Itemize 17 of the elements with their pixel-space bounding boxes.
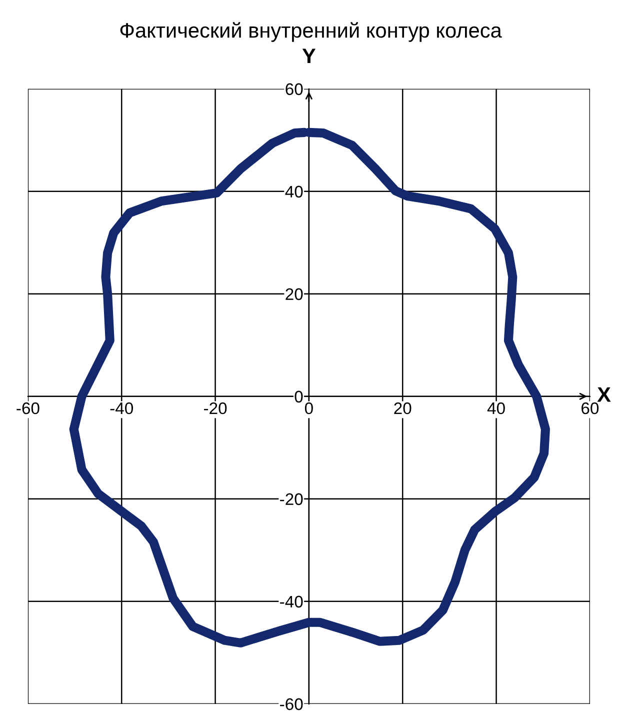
x-axis-title: X <box>597 387 611 402</box>
x-tick-label: -40 <box>110 402 134 414</box>
x-tick-label: 0 <box>304 402 313 414</box>
x-tick-label: -20 <box>204 402 227 414</box>
x-tick-label: 20 <box>394 402 412 414</box>
x-tick-label: 60 <box>582 402 599 414</box>
x-tick-label: -60 <box>16 402 40 414</box>
x-tick-label: 40 <box>487 402 505 414</box>
y-tick-label: 0 <box>294 390 303 403</box>
y-tick-label: -60 <box>280 698 303 710</box>
y-tick-label: -40 <box>280 596 303 608</box>
y-tick-label: 60 <box>286 83 303 96</box>
y-tick-label: -20 <box>280 493 303 506</box>
y-axis-title: Y <box>302 48 316 64</box>
chart-title: Фактический внутренний контур колеса <box>120 22 502 42</box>
y-tick-label: 20 <box>286 288 303 300</box>
y-tick-label: 40 <box>285 186 303 198</box>
